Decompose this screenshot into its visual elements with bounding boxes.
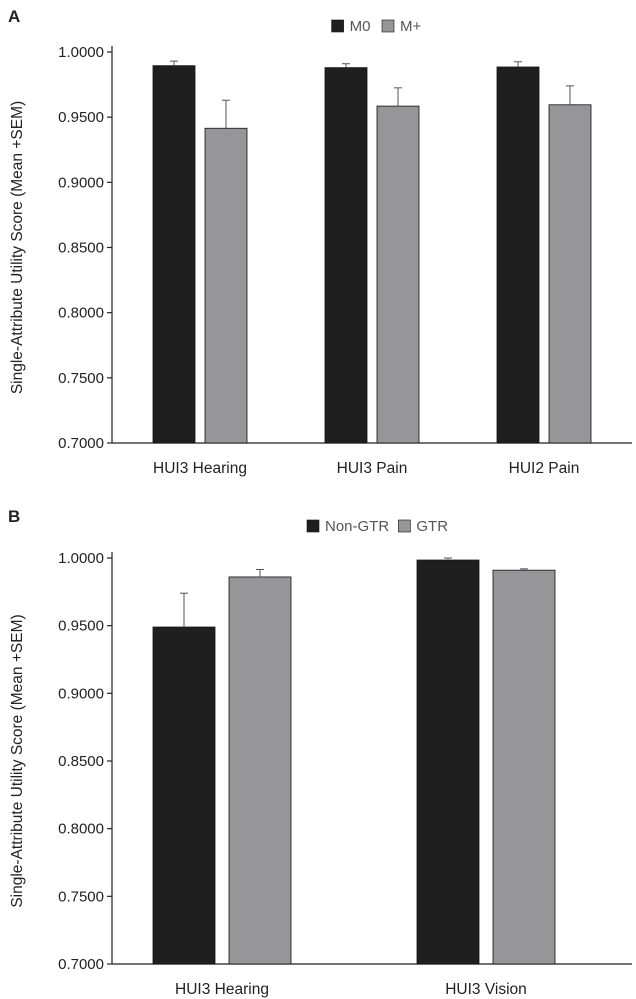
y-tick-label: 0.7500 <box>58 370 104 387</box>
y-tick-label: 0.8500 <box>58 753 104 770</box>
bar <box>324 67 368 444</box>
bar <box>152 65 196 444</box>
bar <box>152 626 216 965</box>
y-axis-label: Single-Attribute Utility Score (Mean +SE… <box>9 614 26 907</box>
legend-label: Non-GTR <box>325 518 389 535</box>
bar <box>416 559 480 965</box>
legend-label: M+ <box>400 18 421 35</box>
y-tick-label: 0.8500 <box>58 240 104 257</box>
bar <box>204 127 248 444</box>
y-tick-label: 0.7500 <box>58 888 104 905</box>
bar <box>492 569 556 965</box>
chart-panel-a: A M0 M+ 0.7000 0.7500 0.8000 0.8500 0.9000 0.950… <box>8 7 632 477</box>
y-tick-label: 0.9000 <box>58 174 104 191</box>
bar <box>228 576 292 965</box>
y-tick-label: 0.9000 <box>58 685 104 702</box>
legend-swatch <box>306 519 320 533</box>
x-tick-label: HUI3 Hearing <box>175 981 269 998</box>
y-tick-label: 0.7000 <box>58 435 104 452</box>
x-tick-label: HUI3 Hearing <box>153 460 247 477</box>
y-tick-label: 1.0000 <box>58 44 104 61</box>
y-axis-label: Single-Attribute Utility Score (Mean +SE… <box>9 101 26 394</box>
y-tick-label: 1.0000 <box>58 550 104 567</box>
y-tick-label: 0.7000 <box>58 956 104 973</box>
legend-label: M0 <box>350 18 371 35</box>
legend-swatch <box>331 19 344 33</box>
x-tick-label: HUI3 Pain <box>337 460 408 477</box>
legend-swatch <box>381 19 395 33</box>
panel-label: A <box>8 7 20 26</box>
bar <box>548 104 592 444</box>
y-tick-label: 0.8000 <box>58 821 104 838</box>
y-tick-label: 0.9500 <box>58 109 104 126</box>
bar <box>376 105 420 444</box>
legend-swatch <box>398 519 411 533</box>
chart-panel-b: B Non-GTR GTR 0.7000 0.7500 0.8000 0.8500 0.900… <box>8 507 632 998</box>
bar <box>496 66 540 444</box>
panel-label: B <box>8 507 20 526</box>
x-tick-label: HUI3 Vision <box>445 981 527 998</box>
legend-label: GTR <box>416 518 448 535</box>
x-tick-label: HUI2 Pain <box>509 460 580 477</box>
y-tick-label: 0.8000 <box>58 305 104 322</box>
y-tick-label: 0.9500 <box>58 618 104 635</box>
